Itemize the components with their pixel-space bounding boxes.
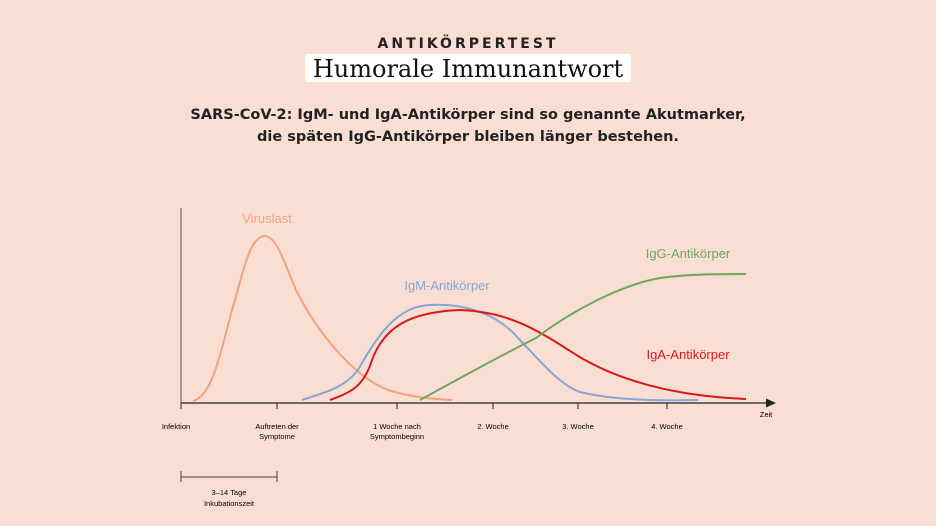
incubation-label-1: 3–14 Tage	[212, 488, 247, 497]
tick-label-woche-4: 4. Woche	[651, 422, 683, 431]
tick-label-infektion: Infektion	[162, 422, 190, 431]
igm-label: IgM-Antikörper	[404, 278, 490, 293]
x-axis-label: Zeit	[760, 410, 773, 419]
tick-label-symptome-2: Symptome	[259, 432, 295, 441]
viruslast-label: Viruslast	[242, 211, 292, 226]
subtitle-line-2: die späten IgG-Antikörper bleiben länger…	[257, 129, 679, 145]
page-title: Humorale Immunantwort	[304, 54, 632, 83]
igm-curve	[301, 303, 699, 402]
tick-label-symptome-1: Auftreten der	[255, 422, 299, 431]
incubation-label-2: Inkubationszeit	[204, 499, 255, 508]
tick-label-woche-2: 2. Woche	[477, 422, 509, 431]
title-wrap: Humorale Immunantwort	[0, 54, 936, 83]
viruslast-curve	[192, 234, 453, 402]
subtitle-line-1: SARS-CoV-2: IgM- und IgA-Antikörper sind…	[190, 107, 746, 123]
igg-label: IgG-Antikörper	[646, 246, 731, 261]
tick-label-woche-1-1: 1 Woche nach	[373, 422, 421, 431]
iga-label: IgA-Antikörper	[646, 347, 730, 362]
igg-curve	[419, 273, 747, 401]
subtitle: SARS-CoV-2: IgM- und IgA-Antikörper sind…	[0, 104, 936, 148]
x-axis-arrow	[766, 398, 776, 408]
kicker: ANTIKÖRPERTEST	[377, 36, 559, 52]
tick-label-woche-1-2: Symptombeginn	[370, 432, 424, 441]
tick-label-woche-3: 3. Woche	[562, 422, 594, 431]
iga-curve	[329, 308, 747, 401]
